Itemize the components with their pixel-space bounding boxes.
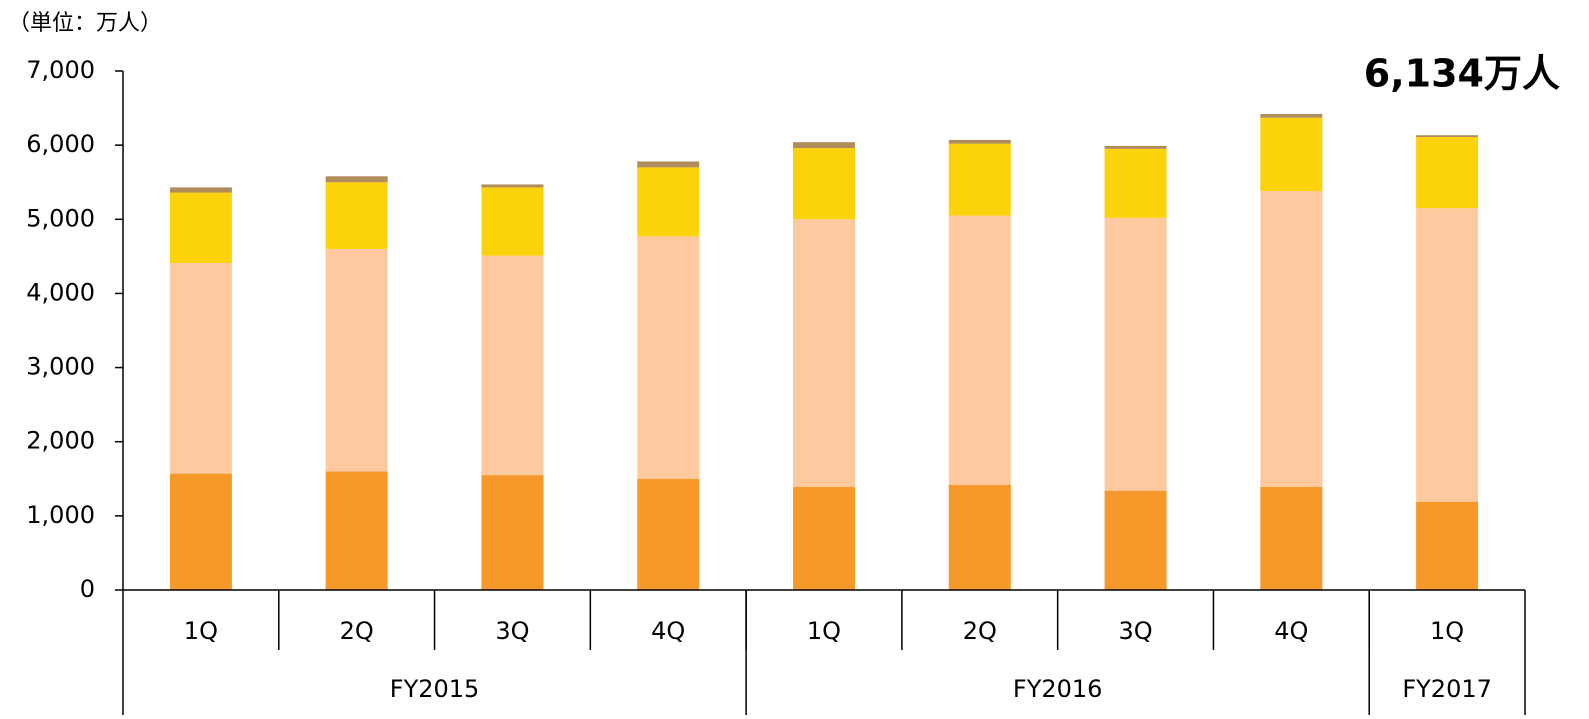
- bar-segment: [169, 192, 232, 264]
- x-tick-label: 3Q: [495, 617, 529, 645]
- annotation: 6,134万人: [1364, 52, 1560, 96]
- bar-segment: [1104, 145, 1167, 149]
- bar-segment: [481, 184, 544, 188]
- bar-segment: [948, 143, 1011, 216]
- y-tick-label: 7,000: [26, 56, 95, 84]
- bar-segment: [637, 236, 700, 479]
- group-label: FY2017: [1402, 675, 1492, 703]
- bar-segment: [169, 473, 232, 590]
- unit-label: （単位：万人）: [8, 11, 162, 36]
- bar-segment: [793, 219, 855, 487]
- bar-segment: [1104, 148, 1167, 218]
- bar-segment: [948, 484, 1011, 590]
- bar-segment: [1416, 136, 1479, 209]
- bar-segment: [793, 486, 855, 590]
- bar-segment: [1104, 490, 1167, 590]
- x-tick-label: 1Q: [807, 617, 841, 645]
- y-tick-label: 4,000: [26, 278, 95, 306]
- bar-segment: [948, 139, 1011, 144]
- y-tick-label: 2,000: [26, 427, 95, 455]
- bar-segment: [1416, 135, 1479, 137]
- x-tick-label: 2Q: [340, 617, 374, 645]
- bar-segment: [481, 187, 544, 256]
- bar-segment: [481, 475, 544, 590]
- bar-segment: [948, 215, 1011, 485]
- bar-segment: [169, 187, 232, 193]
- bar-segment: [793, 148, 855, 220]
- bar-segment: [325, 248, 388, 472]
- x-tick-label: 3Q: [1118, 617, 1152, 645]
- bar-segment: [481, 255, 544, 476]
- bar-segment: [1416, 501, 1479, 590]
- bar-segment: [325, 471, 388, 590]
- x-tick-label: 4Q: [651, 617, 685, 645]
- bar-segment: [637, 167, 700, 237]
- y-tick-label: 0: [80, 575, 95, 603]
- x-tick-label: 1Q: [184, 617, 218, 645]
- x-tick-label: 2Q: [963, 617, 997, 645]
- y-tick-label: 3,000: [26, 353, 95, 381]
- bar-segment: [1260, 114, 1323, 118]
- bar-segment: [169, 263, 232, 474]
- y-tick-label: 1,000: [26, 501, 95, 529]
- y-tick-label: 5,000: [26, 204, 95, 232]
- bar-segment: [1104, 217, 1167, 491]
- group-label: FY2015: [390, 675, 480, 703]
- y-tick-label: 6,000: [26, 130, 95, 158]
- x-tick-label: 1Q: [1430, 617, 1464, 645]
- bar-segment: [1260, 117, 1323, 192]
- bar-segment: [325, 176, 388, 183]
- x-tick-label: 4Q: [1274, 617, 1308, 645]
- bar-segment: [1416, 208, 1479, 502]
- bar-segment: [325, 182, 388, 249]
- bar-segment: [637, 161, 700, 168]
- bar-segment: [1260, 191, 1323, 487]
- bar-segment: [793, 142, 855, 149]
- group-label: FY2016: [1013, 675, 1103, 703]
- bar-segment: [637, 478, 700, 590]
- bar-segment: [1260, 486, 1323, 590]
